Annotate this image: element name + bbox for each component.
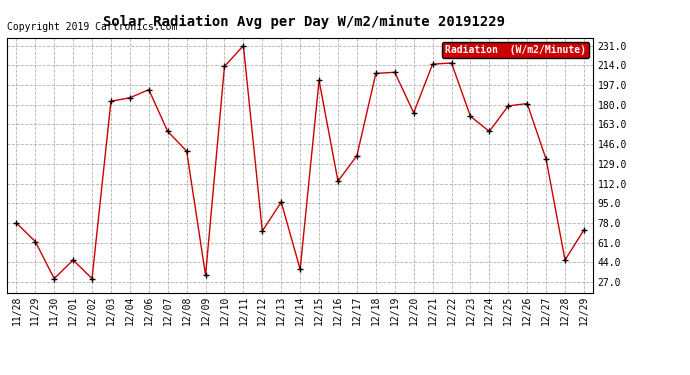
Text: Copyright 2019 Cartronics.com: Copyright 2019 Cartronics.com: [7, 22, 177, 32]
Text: Solar Radiation Avg per Day W/m2/minute 20191229: Solar Radiation Avg per Day W/m2/minute …: [103, 15, 504, 29]
Legend: Radiation  (W/m2/Minute): Radiation (W/m2/Minute): [442, 42, 589, 58]
